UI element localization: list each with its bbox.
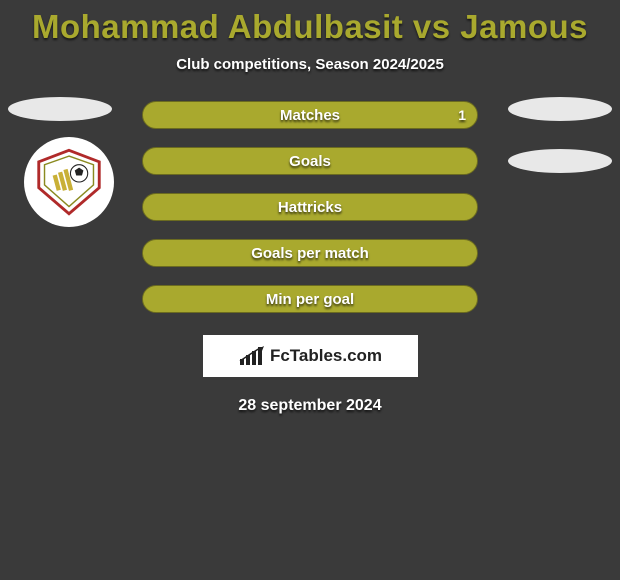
club-left-logo [24, 137, 114, 227]
brand-text: FcTables.com [270, 346, 382, 366]
content-container: Mohammad Abdulbasit vs Jamous Club compe… [0, 0, 620, 580]
club-left-logo-svg [33, 146, 105, 218]
brand-box: FcTables.com [203, 335, 418, 377]
stats-area: Matches1 Goals Hattricks Goals per match Min… [0, 101, 620, 313]
page-subtitle: Club competitions, Season 2024/2025 [176, 56, 444, 73]
page-title: Mohammad Abdulbasit vs Jamous [32, 8, 588, 46]
stat-bar-label: Min per goal [142, 285, 478, 313]
player-right-avatar-placeholder [508, 97, 612, 121]
stat-bar-label: Matches [142, 101, 478, 129]
brand-chart-icon [238, 345, 264, 367]
stat-row: Hattricks [142, 193, 478, 221]
player-left-avatar-placeholder [8, 97, 112, 121]
stat-row: Min per goal [142, 285, 478, 313]
stat-bar-value-right: 1 [458, 101, 466, 129]
club-right-avatar-placeholder [508, 149, 612, 173]
stat-bar-label: Goals per match [142, 239, 478, 267]
stat-row: Matches1 [142, 101, 478, 129]
stat-bar-label: Goals [142, 147, 478, 175]
stat-row: Goals per match [142, 239, 478, 267]
stat-row: Goals [142, 147, 478, 175]
stat-bar-label: Hattricks [142, 193, 478, 221]
footer-date: 28 september 2024 [238, 397, 381, 415]
